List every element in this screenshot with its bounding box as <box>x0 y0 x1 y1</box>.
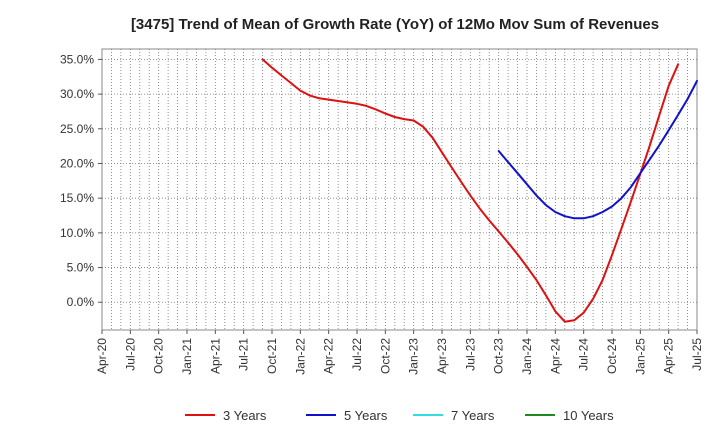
y-tick-label: 15.0% <box>60 191 94 205</box>
x-tick-label: Apr-23 <box>435 338 449 374</box>
x-tick-label: Oct-24 <box>605 338 619 374</box>
x-tick-label: Jan-21 <box>180 338 194 375</box>
x-tick-label: Apr-25 <box>662 338 676 374</box>
x-tick-label: Apr-21 <box>208 338 222 374</box>
plot-frame <box>101 48 698 331</box>
x-tick-label: Oct-23 <box>492 338 506 374</box>
series-group <box>261 58 698 323</box>
legend-label: 7 Years <box>451 408 495 423</box>
y-tick-label: 10.0% <box>60 226 94 240</box>
legend-label: 3 Years <box>223 408 267 423</box>
x-tick-label: Jan-25 <box>633 338 647 375</box>
y-tick-label: 0.0% <box>67 295 95 309</box>
x-tick-label: Apr-20 <box>95 338 109 374</box>
grid <box>102 49 697 330</box>
plot-area <box>101 48 698 331</box>
x-tick-label: Jan-22 <box>293 338 307 375</box>
y-tick-label: 25.0% <box>60 122 94 136</box>
x-tick-label: Jul-20 <box>123 338 137 371</box>
x-axis: Apr-20 Jul-20 Oct-20 Jan-21 Apr-21 Jul-21 Oct-… <box>95 330 704 375</box>
y-axis: 35.0% 30.0% 25.0% 20.0% 15.0% 10.0% 5.0% 0.0% <box>60 52 102 309</box>
legend-label: 5 Years <box>344 408 388 423</box>
x-tick-label: Oct-22 <box>378 338 392 374</box>
series-line-5-years <box>497 79 698 220</box>
x-tick-label: Jul-23 <box>463 338 477 371</box>
x-tick-label: Jan-24 <box>520 338 534 375</box>
series-line-3-years <box>261 58 680 323</box>
x-tick-label: Jul-22 <box>350 338 364 371</box>
x-tick-label: Apr-24 <box>548 338 562 374</box>
y-tick-label: 35.0% <box>60 52 94 66</box>
y-tick-label: 30.0% <box>60 87 94 101</box>
x-tick-label: Jul-25 <box>690 338 704 371</box>
legend: 3 Years 5 Years 7 Years 10 Years <box>185 408 614 423</box>
chart-title: [3475] Trend of Mean of Growth Rate (YoY… <box>131 16 659 33</box>
legend-label: 10 Years <box>563 408 614 423</box>
y-tick-label: 5.0% <box>67 261 95 275</box>
x-tick-label: Jan-23 <box>407 338 421 375</box>
x-tick-label: Jul-21 <box>237 338 251 371</box>
x-tick-label: Oct-21 <box>265 338 279 374</box>
y-tick-label: 20.0% <box>60 156 94 170</box>
x-tick-label: Apr-22 <box>322 338 336 374</box>
x-tick-label: Oct-20 <box>152 338 166 374</box>
x-tick-label: Jul-24 <box>577 338 591 371</box>
